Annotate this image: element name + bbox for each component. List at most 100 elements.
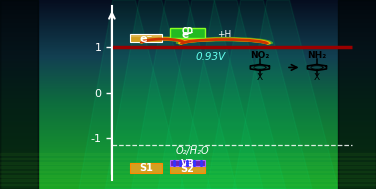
Bar bbox=[0, 160, 376, 161]
Bar bbox=[0, 135, 376, 136]
Bar bbox=[0, 138, 376, 139]
Bar bbox=[0, 116, 376, 117]
Bar bbox=[0, 186, 376, 187]
Bar bbox=[0, 58, 376, 59]
Bar bbox=[0, 46, 376, 47]
Text: X: X bbox=[257, 73, 263, 81]
Bar bbox=[0, 76, 376, 77]
Bar bbox=[0, 71, 376, 72]
Bar bbox=[0, 47, 376, 48]
Bar bbox=[0, 84, 376, 85]
Bar bbox=[0, 130, 376, 131]
Bar bbox=[0, 157, 376, 158]
Bar bbox=[0, 159, 376, 160]
Bar bbox=[0, 119, 376, 120]
Bar bbox=[0, 18, 376, 19]
Bar bbox=[0, 122, 376, 123]
Bar bbox=[0, 49, 376, 50]
Bar bbox=[0, 105, 376, 106]
Bar bbox=[0, 19, 376, 20]
Bar bbox=[0, 172, 376, 173]
Bar bbox=[0, 123, 376, 124]
Bar bbox=[0, 179, 376, 181]
Bar bbox=[0, 54, 376, 55]
Text: VB: VB bbox=[180, 159, 194, 168]
Bar bbox=[0, 56, 376, 57]
Polygon shape bbox=[338, 0, 376, 189]
Bar bbox=[0, 171, 376, 172]
Bar bbox=[0, 175, 376, 176]
Bar bbox=[0, 143, 376, 144]
Bar bbox=[0, 96, 376, 97]
Bar bbox=[0, 94, 376, 95]
Bar bbox=[0, 155, 376, 156]
Bar bbox=[0, 88, 376, 89]
Bar bbox=[0, 100, 376, 101]
Bar bbox=[0, 108, 376, 109]
Bar bbox=[0, 89, 376, 90]
Bar bbox=[0, 28, 376, 29]
Polygon shape bbox=[132, 0, 237, 189]
Bar bbox=[0, 85, 376, 86]
Bar bbox=[0, 0, 376, 1]
Text: 0.93V: 0.93V bbox=[196, 52, 226, 62]
Bar bbox=[0, 74, 376, 75]
Polygon shape bbox=[79, 0, 184, 189]
Bar bbox=[0, 14, 376, 15]
Bar bbox=[0, 141, 376, 142]
Bar bbox=[0, 180, 376, 181]
Bar bbox=[0, 128, 376, 129]
Bar bbox=[0, 95, 376, 96]
Bar bbox=[0, 179, 376, 180]
Bar bbox=[0, 21, 376, 22]
Bar bbox=[0, 151, 376, 152]
Bar bbox=[0, 117, 376, 118]
Text: e⁻: e⁻ bbox=[139, 34, 153, 44]
Bar bbox=[0, 91, 376, 92]
Bar bbox=[0, 31, 376, 32]
Bar bbox=[0, 17, 376, 18]
Bar bbox=[0, 42, 376, 43]
Polygon shape bbox=[180, 0, 286, 189]
FancyBboxPatch shape bbox=[170, 29, 205, 38]
Bar bbox=[0, 158, 376, 159]
Bar bbox=[0, 114, 376, 115]
Bar bbox=[0, 104, 376, 105]
Bar bbox=[0, 149, 376, 150]
Bar bbox=[0, 134, 376, 135]
Polygon shape bbox=[0, 0, 38, 189]
Bar bbox=[0, 111, 376, 112]
Bar bbox=[0, 41, 376, 42]
Bar bbox=[0, 15, 376, 16]
Bar bbox=[0, 131, 376, 132]
Bar bbox=[0, 165, 376, 166]
Bar bbox=[0, 26, 376, 27]
Bar bbox=[0, 126, 376, 127]
Bar bbox=[0, 40, 376, 41]
Bar bbox=[0, 103, 376, 104]
Bar bbox=[0, 10, 376, 11]
Bar bbox=[0, 87, 376, 88]
Bar bbox=[0, 115, 376, 116]
Bar bbox=[0, 27, 376, 28]
Bar bbox=[0, 13, 376, 14]
Bar bbox=[0, 12, 376, 13]
FancyBboxPatch shape bbox=[170, 166, 205, 173]
Bar bbox=[0, 62, 376, 63]
Bar bbox=[0, 153, 376, 154]
Bar bbox=[0, 171, 376, 172]
Bar bbox=[0, 112, 376, 113]
Bar bbox=[0, 150, 376, 151]
Bar bbox=[0, 30, 376, 31]
Bar bbox=[0, 177, 376, 178]
Bar bbox=[0, 129, 376, 130]
Bar bbox=[0, 109, 376, 110]
Bar bbox=[0, 185, 376, 186]
Bar bbox=[0, 9, 376, 10]
Bar bbox=[0, 69, 376, 70]
Bar bbox=[0, 92, 376, 93]
Bar bbox=[0, 97, 376, 98]
Bar bbox=[0, 81, 376, 82]
Bar bbox=[0, 2, 376, 3]
Bar bbox=[0, 32, 376, 33]
